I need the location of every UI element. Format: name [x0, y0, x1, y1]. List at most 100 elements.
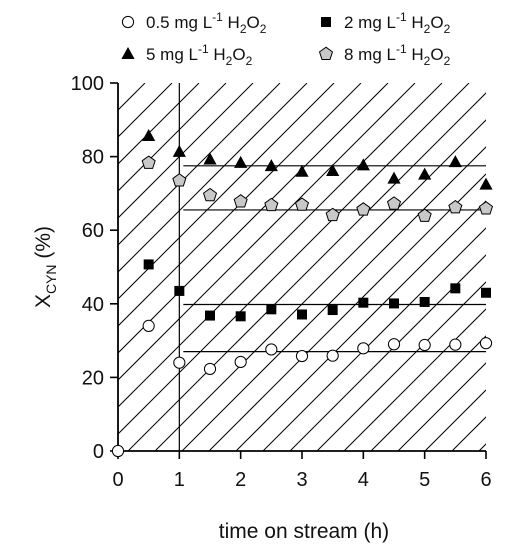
data-point [264, 197, 279, 212]
data-point [234, 155, 248, 168]
series-1 [143, 259, 491, 322]
x-tick-label: 2 [235, 469, 246, 491]
hatch-line [118, 83, 389, 354]
data-point [233, 194, 248, 208]
data-point [205, 310, 215, 321]
legend-marker [318, 46, 334, 60]
legend-label: 0.5 mg L-1 H2O2 [146, 10, 267, 36]
x-tick-label: 4 [358, 469, 369, 491]
legend-label-text: 8 mg L [344, 45, 396, 64]
legend-label-sub: 2 [424, 22, 431, 36]
hatch-line [118, 83, 200, 165]
data-point [327, 305, 338, 316]
legend-label-sup: -1 [396, 10, 407, 24]
legend-label-text: 5 mg L [146, 45, 198, 64]
legend-label-text: 0.5 mg L [146, 13, 212, 32]
legend-label-sub: 2 [226, 54, 233, 68]
x-tick-label: 0 [112, 469, 123, 491]
data-point [172, 144, 186, 157]
legend-label-text: H [209, 45, 226, 64]
legend-label-text: O [232, 45, 245, 64]
y-tick-label: 40 [82, 294, 104, 316]
data-point [479, 337, 493, 350]
data-point [141, 155, 156, 169]
x-tick-label: 1 [174, 469, 185, 491]
data-point [386, 196, 402, 210]
data-point [418, 167, 432, 180]
y-axis-title-sub: CYN [43, 264, 59, 294]
legend-label-sup: -1 [198, 42, 209, 56]
data-point [387, 171, 401, 184]
data-point [111, 444, 125, 458]
legend-item-0: 0.5 mg L-1 H2O2 [121, 10, 267, 36]
legend-item-2: 5 mg L-1 H2O2 [121, 42, 253, 68]
legend-label: 8 mg L-1 H2O2 [344, 42, 451, 68]
data-point [417, 208, 432, 222]
x-tick-label: 3 [296, 469, 307, 491]
y-tick-label: 20 [82, 367, 104, 389]
hatch-line [118, 83, 443, 408]
series-2 [142, 128, 493, 190]
hatch-line [478, 443, 486, 451]
data-point [481, 287, 491, 298]
hatch-line [181, 146, 486, 451]
y-tick-label: 0 [93, 441, 104, 463]
data-point [357, 342, 370, 355]
legend-label-sup: -1 [396, 42, 407, 56]
hatch-line [235, 200, 486, 451]
data-point [448, 199, 463, 214]
data-point [450, 283, 461, 294]
legend-label-text: O [430, 13, 443, 32]
data-point [235, 311, 246, 322]
legend-label-text: 2 mg L [344, 13, 396, 32]
hatch-line [343, 308, 486, 451]
data-point [356, 158, 370, 171]
legend-label-sub: 2 [444, 54, 451, 68]
data-point [234, 355, 247, 369]
legend-label-text: H [223, 13, 240, 32]
data-point [265, 343, 278, 356]
legend-item-3: 8 mg L-1 H2O2 [318, 42, 451, 68]
hatched-region [118, 83, 486, 451]
data-point [142, 319, 155, 332]
data-points [111, 128, 494, 458]
hatch-line [127, 92, 486, 451]
data-point [479, 177, 493, 190]
data-point [387, 338, 401, 351]
data-point [448, 155, 462, 168]
data-point [202, 187, 218, 202]
legend-label-sub: 2 [240, 22, 247, 36]
hatch-line [289, 254, 486, 451]
data-point [172, 173, 187, 187]
data-point [295, 349, 309, 363]
hatch-line [118, 83, 362, 327]
legend-label: 2 mg L-1 H2O2 [344, 10, 451, 36]
data-point [418, 338, 431, 352]
data-point [143, 259, 154, 270]
hatch-line [118, 83, 470, 435]
data-point [203, 152, 217, 165]
legend-label-sub: 2 [444, 22, 451, 36]
data-point [358, 297, 369, 308]
hatch-line [316, 281, 486, 451]
axes [110, 82, 487, 459]
x-axis-title: time on stream (h) [219, 520, 389, 543]
data-point [295, 164, 309, 177]
data-point [419, 296, 430, 307]
hatch-line [118, 83, 227, 192]
legend-label-sub: 2 [424, 54, 431, 68]
legend-item-1: 2 mg L-1 H2O2 [321, 10, 451, 36]
legend-label-sub: 2 [260, 22, 267, 36]
hatch-line [118, 83, 254, 219]
y-tick-label: 100 [71, 73, 104, 95]
legend-label-text: O [430, 45, 443, 64]
legend-marker [121, 15, 135, 29]
data-point [297, 309, 307, 320]
hatch-line [424, 389, 486, 451]
hatch-line [451, 416, 486, 451]
y-axis-title-main: X [32, 294, 55, 308]
hatch-line [154, 119, 486, 451]
